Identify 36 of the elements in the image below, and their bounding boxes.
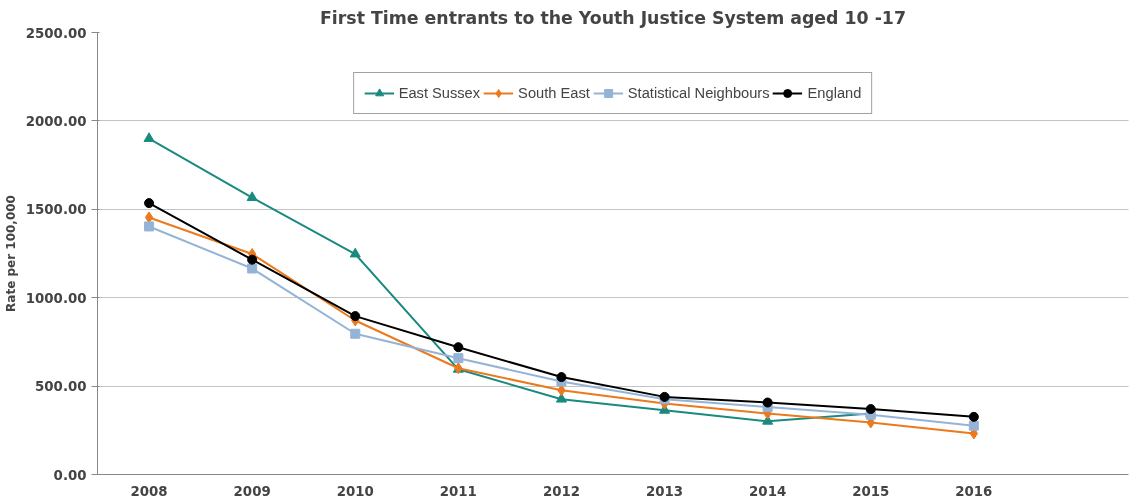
legend-label: South East	[518, 85, 590, 101]
chart-title: First Time entrants to the Youth Justice System aged 10 -17	[320, 7, 906, 28]
point	[247, 254, 258, 265]
x-tick-label: 2013	[646, 483, 684, 498]
point	[556, 372, 567, 383]
point	[453, 342, 464, 353]
point	[762, 397, 773, 408]
x-tick-label: 2010	[336, 483, 374, 498]
point	[144, 221, 155, 232]
point	[453, 353, 464, 364]
point	[247, 263, 258, 274]
x-tick-label: 2014	[749, 483, 787, 498]
y-tick-label: 1500.00	[25, 202, 87, 218]
y-tick-label: 0.00	[53, 467, 87, 483]
point	[350, 311, 361, 322]
y-axis-title: Rate per 100,000	[3, 195, 18, 312]
x-tick-label: 2008	[130, 483, 168, 498]
x-tick-label: 2016	[955, 483, 993, 498]
y-tick-label: 1000.00	[25, 290, 87, 306]
legend-label: East Sussex	[398, 85, 481, 101]
y-tick-label: 2500.00	[25, 25, 87, 41]
point	[144, 198, 155, 209]
point	[968, 420, 979, 431]
x-tick-label: 2011	[439, 483, 477, 498]
x-tick-label: 2009	[233, 483, 271, 498]
point	[143, 132, 155, 142]
x-tick-label: 2015	[852, 483, 890, 498]
y-tick-label: 500.00	[35, 379, 87, 395]
point	[246, 191, 258, 202]
legend-label: Statistical Neighbours	[627, 85, 770, 101]
point	[349, 247, 361, 258]
legend-label: England	[807, 85, 862, 101]
point	[968, 411, 979, 422]
y-tick-label: 2000.00	[25, 113, 87, 129]
point	[350, 328, 361, 339]
x-tick-label: 2012	[542, 483, 581, 498]
